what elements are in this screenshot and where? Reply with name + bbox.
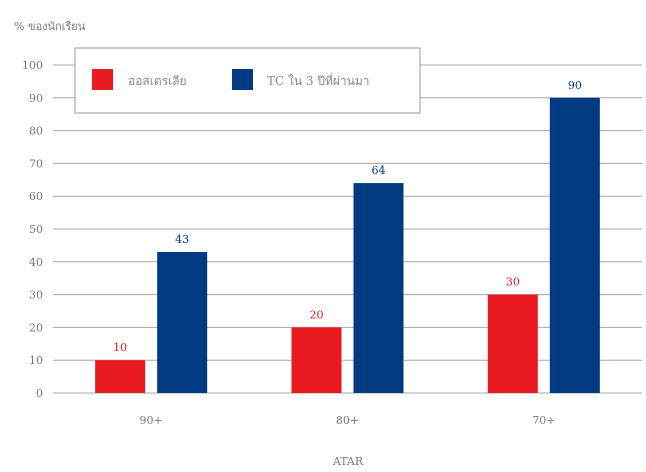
y-tick-label: 40 — [29, 256, 43, 269]
bar-australia-0 — [95, 360, 146, 393]
legend-label-australia: ออสเตรเลีย — [128, 74, 187, 88]
data-label: 30 — [506, 276, 520, 289]
data-label: 64 — [372, 164, 386, 177]
y-tick-label: 60 — [29, 190, 43, 203]
data-label: 90 — [568, 79, 582, 92]
x-tick-label: 90+ — [140, 414, 163, 427]
y-tick-label: 10 — [29, 354, 43, 367]
x-axis-label: ATAR — [332, 455, 364, 468]
y-axis-label: % ของนักเรียน — [14, 20, 86, 33]
y-tick-label: 100 — [22, 59, 43, 72]
data-label: 10 — [113, 341, 127, 354]
bars — [95, 97, 600, 394]
bar-tc-2 — [549, 97, 600, 394]
bar-tc-1 — [353, 183, 404, 393]
data-label: 20 — [310, 308, 324, 321]
x-tick-label: 70+ — [532, 414, 555, 427]
legend-label-tc: TC ใน 3 ปีที่ผ่านมา — [267, 72, 369, 88]
y-tick-label: 0 — [36, 387, 43, 400]
y-axis-ticks: 0 10 20 30 40 50 60 70 80 90 100 — [22, 59, 43, 400]
bar-australia-1 — [291, 327, 342, 393]
legend-swatch-australia — [92, 69, 113, 90]
data-label: 43 — [175, 233, 189, 246]
y-tick-label: 30 — [29, 289, 43, 302]
y-tick-label: 90 — [29, 92, 43, 105]
x-axis-ticks: 90+ 80+ 70+ — [140, 414, 556, 427]
y-tick-label: 80 — [29, 125, 43, 138]
data-labels: 10 43 20 64 30 90 — [113, 79, 582, 354]
y-tick-label: 20 — [29, 321, 43, 334]
legend-swatch-tc — [232, 69, 253, 90]
bar-tc-0 — [157, 251, 208, 393]
legend: ออสเตรเลีย TC ใน 3 ปีที่ผ่านมา — [74, 47, 421, 114]
y-tick-label: 50 — [29, 223, 43, 236]
bar-australia-2 — [487, 294, 538, 393]
y-tick-label: 70 — [29, 157, 43, 170]
x-tick-label: 80+ — [336, 414, 359, 427]
